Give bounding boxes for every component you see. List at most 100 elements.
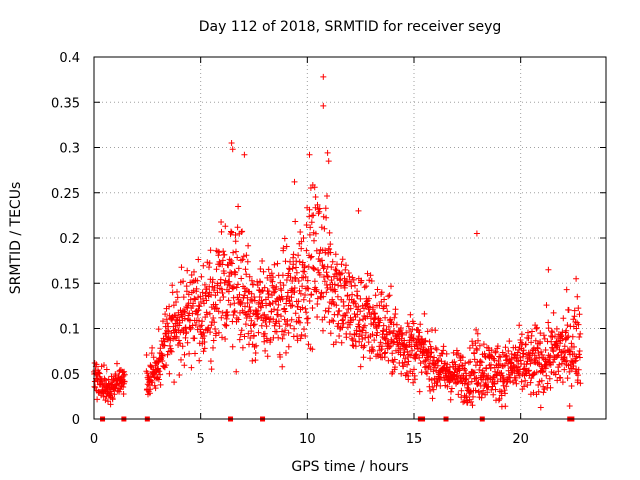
data-point: [557, 340, 563, 347]
data-point: [196, 303, 203, 310]
data-point: [576, 351, 582, 358]
data-point: [232, 232, 239, 238]
data-point: [478, 359, 485, 366]
data-point: [488, 361, 494, 368]
data-point: [266, 319, 273, 325]
data-point: [556, 361, 563, 368]
data-point: [496, 353, 503, 360]
data-point: [474, 330, 481, 337]
data-point: [473, 345, 480, 352]
data-point: [476, 342, 483, 349]
data-point: [379, 343, 385, 350]
data-point: [235, 316, 242, 323]
data-point: [167, 345, 174, 352]
data-point: [343, 334, 350, 341]
data-point: [417, 360, 424, 367]
data-point: [201, 333, 208, 339]
data-point: [466, 345, 473, 351]
data-point: [404, 320, 411, 327]
data-point: [190, 300, 197, 307]
data-point: [180, 294, 187, 301]
data-point: [377, 317, 384, 324]
data-point: [194, 311, 201, 318]
data-point: [214, 289, 221, 296]
data-point: [261, 330, 268, 337]
data-point: [101, 362, 107, 369]
data-point: [421, 310, 428, 317]
data-point: [429, 395, 436, 402]
data-point: [342, 266, 349, 273]
data-point: [364, 300, 371, 307]
data-point: [336, 307, 343, 314]
data-point: [218, 314, 225, 321]
data-point: [218, 228, 225, 235]
data-point: [223, 315, 230, 322]
data-point: [279, 272, 286, 279]
data-point: [534, 324, 540, 331]
data-point: [570, 363, 577, 369]
data-point: [236, 336, 243, 343]
data-point: [294, 337, 301, 344]
data-point: [292, 218, 299, 225]
data-point: [152, 362, 159, 369]
data-point: [431, 354, 438, 361]
data-point: [114, 360, 120, 367]
data-point: [463, 393, 470, 400]
data-point: [525, 335, 532, 342]
data-point: [296, 258, 303, 265]
data-point: [479, 367, 486, 374]
data-point: [191, 268, 197, 275]
data-point: [102, 397, 109, 404]
data-point: [309, 346, 316, 353]
data-point: [247, 307, 254, 314]
data-point: [328, 264, 335, 271]
data-point: [299, 304, 306, 311]
data-point: [234, 224, 241, 231]
data-point: [355, 303, 362, 310]
data-point: [398, 330, 405, 337]
data-point: [545, 266, 552, 273]
data-point: [349, 337, 356, 344]
data-point: [391, 356, 398, 363]
data-point: [206, 310, 213, 317]
data-point: [240, 253, 247, 260]
data-point: [256, 294, 263, 300]
data-point: [403, 369, 410, 376]
data-point: [502, 403, 509, 410]
data-point: [480, 387, 487, 394]
data-point: [233, 368, 240, 375]
data-point: [552, 333, 558, 340]
data-point: [285, 343, 292, 350]
data-point: [383, 302, 390, 309]
data-point: [345, 302, 352, 309]
data-point: [219, 290, 226, 296]
data-point: [196, 357, 203, 364]
data-point: [313, 247, 320, 254]
data-point: [191, 295, 198, 302]
data-point: [453, 347, 460, 354]
data-point: [356, 338, 363, 345]
data-point: [239, 256, 246, 263]
data-point: [355, 207, 362, 214]
data-point: [298, 331, 305, 338]
data-point: [524, 382, 531, 388]
data-point: [529, 328, 535, 335]
data-point: [352, 300, 359, 307]
data-point: [562, 349, 569, 356]
data-point: [372, 292, 379, 299]
data-point: [576, 348, 583, 354]
data-point: [327, 330, 334, 337]
data-point: [300, 235, 307, 241]
data-point: [506, 338, 513, 345]
data-point: [452, 361, 459, 368]
data-point: [242, 321, 249, 328]
data-point: [542, 347, 549, 353]
data-point: [362, 329, 369, 336]
data-point: [335, 282, 342, 289]
data-point: [294, 303, 301, 310]
data-point: [404, 361, 411, 368]
data-point: [238, 327, 245, 334]
data-point: [265, 288, 272, 295]
data-point: [533, 325, 540, 332]
